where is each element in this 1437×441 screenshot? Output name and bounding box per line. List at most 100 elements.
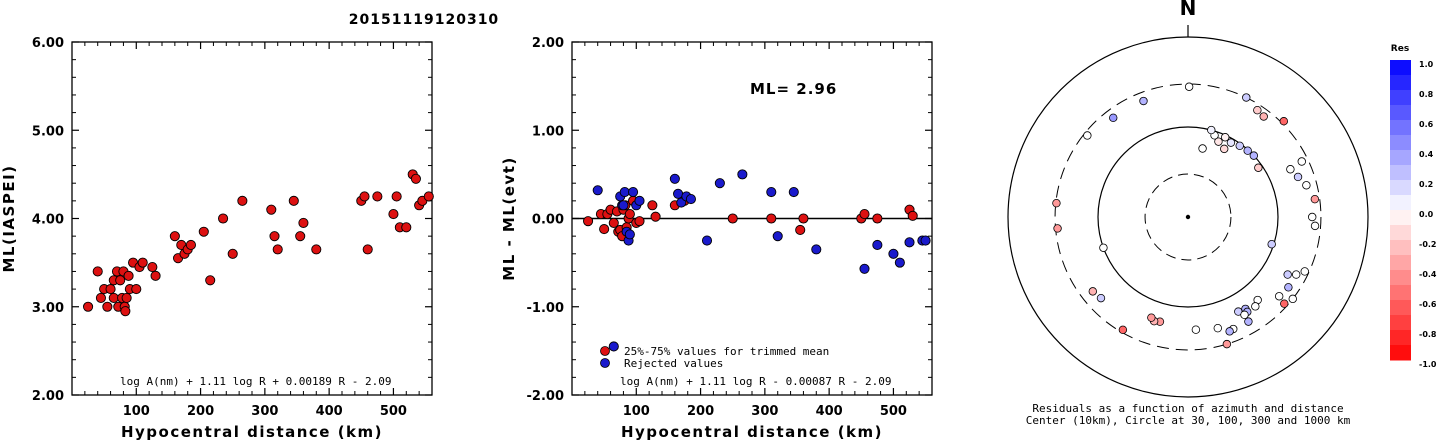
data-point	[298, 217, 309, 228]
caption-line-1: Residuals as a function of azimuth and d…	[1032, 402, 1343, 415]
plot-frame	[71, 41, 433, 396]
colorbar-segment	[1390, 105, 1411, 121]
data-point	[608, 341, 619, 352]
data-point	[727, 213, 738, 224]
magnitude-vs-distance-plot: 2.00 3.00 4.00 5.00 6.00 100 200 300 400 500 Hypoc…	[0, 36, 434, 441]
ring-30km	[1144, 173, 1232, 261]
station-marker	[1213, 323, 1222, 333]
data-point	[205, 275, 216, 286]
y-tick-label: 1.00	[532, 124, 564, 139]
y-tick-label: -2.00	[527, 389, 564, 404]
y-tick-label: 4.00	[32, 213, 64, 228]
data-point	[115, 275, 126, 286]
data-point	[624, 229, 635, 240]
data-point	[147, 261, 158, 273]
figure-title: 20151119120310	[349, 12, 499, 28]
colorbar-tick-label: 0.6	[1419, 120, 1434, 129]
x-tick-label: 400	[816, 404, 843, 419]
data-point	[599, 224, 610, 235]
station-marker	[1293, 172, 1303, 182]
colorbar-tick-label: -0.2	[1419, 240, 1437, 249]
data-point	[888, 248, 899, 259]
data-point	[647, 200, 658, 211]
station-marker	[1243, 146, 1252, 155]
station-marker	[1254, 163, 1263, 172]
data-point	[583, 216, 594, 227]
colorbar-segment	[1390, 240, 1411, 256]
data-point	[669, 173, 680, 184]
center-marker	[1185, 214, 1191, 220]
formula-label: log A(nm) + 1.11 log R - 0.00087 R - 2.0…	[620, 375, 892, 388]
legend-marker	[600, 346, 610, 356]
x-axis-label: Hypocentral distance (km)	[121, 423, 383, 441]
station-marker	[1222, 339, 1232, 349]
data-point	[811, 244, 822, 255]
data-point	[218, 213, 229, 224]
station-marker	[1242, 93, 1251, 102]
data-point	[628, 186, 639, 198]
station-marker	[1083, 131, 1092, 140]
y-tick-label: 5.00	[32, 124, 64, 139]
data-point	[401, 222, 412, 233]
station-marker	[1286, 165, 1295, 174]
data-point	[894, 257, 905, 268]
azimuth-residual-polar-plot: N Residuals as a function of azimuth and …	[1007, 0, 1369, 427]
data-point	[295, 231, 306, 242]
data-point	[859, 209, 870, 220]
data-point	[123, 270, 134, 281]
station-marker	[1240, 310, 1249, 320]
station-marker	[1096, 293, 1106, 303]
station-marker	[1253, 105, 1262, 115]
data-point	[311, 244, 322, 255]
colorbar-segment	[1390, 120, 1411, 136]
station-marker	[1288, 294, 1297, 304]
data-point	[288, 195, 299, 206]
data-point	[169, 231, 180, 242]
data-point	[608, 217, 619, 228]
station-marker	[1198, 144, 1207, 153]
station-marker	[1300, 267, 1309, 276]
colorbar-segment	[1390, 255, 1411, 271]
colorbar-tick-label: 0.2	[1419, 180, 1433, 189]
residual-colorbar: Res 1.0 0.8 0.6 0.4 0.2 0.0 -0.2 -0.4 -0.6 -0.8 -1.…	[1390, 44, 1437, 369]
data-point	[185, 239, 196, 251]
data-point	[592, 185, 603, 196]
station-marker	[1259, 112, 1268, 121]
data-point	[772, 231, 783, 242]
ring-300km	[1054, 83, 1322, 351]
station-marker	[1310, 194, 1320, 204]
colorbar-segment	[1390, 225, 1411, 241]
data-point	[650, 211, 661, 222]
data-point	[359, 191, 370, 202]
x-tick-label: 500	[880, 404, 907, 419]
colorbar-tick-label: -1.0	[1419, 360, 1437, 369]
colorbar-segment	[1390, 60, 1411, 76]
station-marker	[1139, 96, 1148, 106]
y-axis-label: ML - ML(evt)	[500, 156, 518, 280]
x-tick-label: 100	[623, 404, 650, 419]
station-marker	[1280, 299, 1289, 308]
data-point	[131, 284, 142, 295]
x-tick-label: 300	[251, 404, 278, 419]
y-axis-label: ML(IASPEI)	[0, 164, 18, 272]
x-tick-label: 100	[123, 404, 150, 419]
colorbar-tick-label: -0.6	[1419, 300, 1437, 309]
data-point	[872, 239, 883, 251]
colorbar-segment	[1390, 300, 1411, 316]
station-marker	[1267, 239, 1276, 249]
data-point	[95, 292, 106, 303]
station-marker	[1214, 137, 1223, 146]
x-tick-label: 500	[380, 404, 407, 419]
station-marker	[1220, 144, 1229, 154]
colorbar-segment	[1390, 270, 1411, 286]
data-point	[766, 186, 777, 198]
colorbar-tick-label: -0.8	[1419, 330, 1437, 339]
station-marker	[1310, 221, 1320, 231]
y-tick-label: 0.00	[532, 213, 564, 228]
data-point	[714, 178, 725, 189]
data-point	[105, 284, 116, 295]
data-point	[634, 195, 645, 206]
colorbar-segment	[1390, 150, 1411, 166]
data-point	[634, 216, 645, 227]
x-tick-label: 200	[187, 404, 214, 419]
